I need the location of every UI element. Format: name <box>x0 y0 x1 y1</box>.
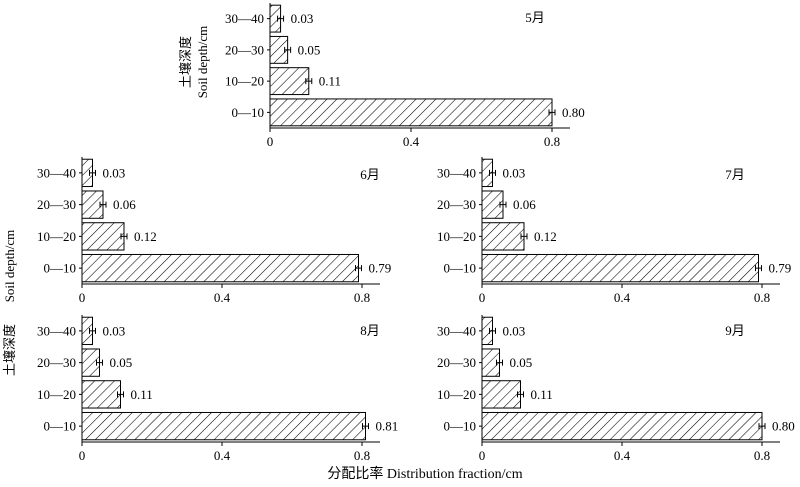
y-axis-label-top: 土壤深度 Soil depth/cm <box>178 26 210 99</box>
data-label: 0.80 <box>562 105 585 120</box>
panel-5: 0 0.4 0.8 9月 0.80 0—10 0.11 10—20 0.05 20—30 0.03 3… <box>437 315 795 463</box>
data-label: 0.11 <box>319 74 341 89</box>
data-label: 0.80 <box>772 419 795 434</box>
panel-1: 0 0.4 0.8 5月 0.80 0—10 0.11 10—20 0.05 20—30 0.03 3… <box>225 3 585 149</box>
data-label: 0.81 <box>376 419 399 434</box>
bar <box>269 67 310 96</box>
y-label-cn-lower: 土壤深度 <box>2 324 17 376</box>
bar <box>481 411 763 441</box>
panel-2: 0 0.4 0.8 6月 0.79 0—10 0.12 10—20 0.06 20—30 0.03 3… <box>37 157 391 305</box>
category-label: 10—20 <box>437 229 476 244</box>
bar <box>81 222 125 251</box>
category-label: 0—10 <box>44 419 77 434</box>
data-label: 0.11 <box>131 387 153 402</box>
panel-3: 0 0.4 0.8 7月 0.79 0—10 0.12 10—20 0.06 20—30 0.03 3… <box>437 157 791 305</box>
data-label: 0.03 <box>103 323 126 338</box>
category-label: 30—40 <box>437 323 476 338</box>
category-label: 30—40 <box>37 323 76 338</box>
category-label: 0—10 <box>232 105 265 120</box>
category-label: 10—20 <box>437 387 476 402</box>
data-label: 0.05 <box>110 355 133 370</box>
data-label: 0.06 <box>113 197 136 212</box>
x-tick-label: 0 <box>79 448 86 463</box>
bar <box>481 222 525 251</box>
bar <box>481 380 521 409</box>
x-tick-label: 0 <box>267 134 274 149</box>
x-tick-label: 0.8 <box>754 448 770 463</box>
data-label: 0.12 <box>134 229 157 244</box>
x-tick-label: 0.8 <box>354 448 370 463</box>
category-label: 10—20 <box>37 387 76 402</box>
x-tick-label: 0.4 <box>214 290 231 305</box>
category-label: 0—10 <box>44 261 77 276</box>
category-label: 0—10 <box>444 261 477 276</box>
data-label: 0.11 <box>531 387 553 402</box>
category-label: 30—40 <box>225 11 264 26</box>
category-label: 20—30 <box>37 197 76 212</box>
y-label-en-lower: Soil depth/cm <box>2 230 17 303</box>
data-label: 0.05 <box>510 355 533 370</box>
data-label: 0.05 <box>298 42 321 57</box>
panel-title: 6月 <box>360 167 380 182</box>
x-axis-label: 分配比率 Distribution fraction/cm <box>327 465 522 482</box>
x-tick-label: 0.4 <box>403 134 420 149</box>
y-label-cn: 土壤深度 <box>178 36 193 88</box>
data-label: 0.79 <box>369 261 392 276</box>
x-tick-label: 0.4 <box>614 448 631 463</box>
x-tick-label: 0.4 <box>614 290 631 305</box>
bar <box>481 253 759 283</box>
data-label: 0.06 <box>513 197 536 212</box>
category-label: 10—20 <box>37 229 76 244</box>
category-label: 20—30 <box>225 42 264 57</box>
bar <box>81 380 121 409</box>
panel-title: 8月 <box>360 323 380 338</box>
y-axis-label-bottom: 土壤深度 Soil depth/cm <box>2 230 17 376</box>
category-label: 20—30 <box>437 355 476 370</box>
data-label: 0.03 <box>503 165 526 180</box>
x-tick-label: 0.8 <box>754 290 770 305</box>
category-label: 20—30 <box>37 355 76 370</box>
data-label: 0.03 <box>291 11 314 26</box>
data-label: 0.79 <box>769 261 792 276</box>
x-tick-label: 0 <box>479 290 486 305</box>
panel-title: 5月 <box>525 10 545 25</box>
data-label: 0.12 <box>534 229 557 244</box>
panel-title: 9月 <box>725 323 745 338</box>
x-tick-label: 0.8 <box>354 290 370 305</box>
category-label: 30—40 <box>37 165 76 180</box>
data-label: 0.03 <box>103 165 126 180</box>
category-label: 20—30 <box>437 197 476 212</box>
category-label: 30—40 <box>437 165 476 180</box>
category-label: 0—10 <box>444 419 477 434</box>
panel-4: 0 0.4 0.8 8月 0.81 0—10 0.11 10—20 0.05 20—30 0.03 3… <box>37 315 398 463</box>
x-tick-label: 0 <box>79 290 86 305</box>
x-tick-label: 0 <box>479 448 486 463</box>
bar <box>269 98 553 127</box>
category-label: 10—20 <box>225 74 264 89</box>
x-tick-label: 0.4 <box>214 448 231 463</box>
panel-title: 7月 <box>725 167 745 182</box>
data-label: 0.03 <box>503 323 526 338</box>
x-tick-label: 0.8 <box>544 134 560 149</box>
y-label-en: Soil depth/cm <box>195 26 210 99</box>
bar <box>81 253 359 283</box>
bar <box>81 411 366 441</box>
